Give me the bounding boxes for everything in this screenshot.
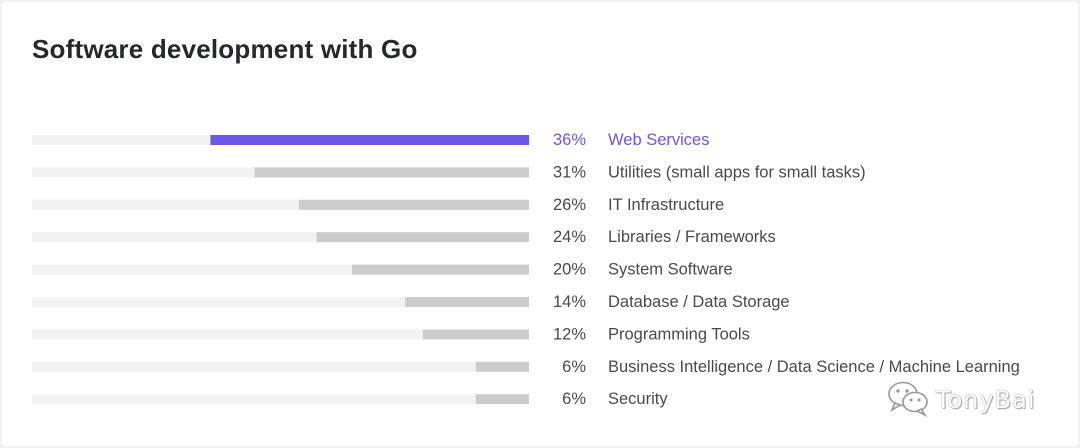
bar-row: 36% Web Services [32, 131, 709, 149]
category-label: Utilities (small apps for small tasks) [608, 163, 866, 181]
bar-row: 26% IT Infrastructure [32, 196, 724, 214]
category-label: IT Infrastructure [608, 196, 724, 214]
value-label: 24% [553, 228, 586, 246]
category-label: Libraries / Frameworks [608, 228, 776, 246]
bar-track [32, 232, 529, 243]
bar [475, 361, 529, 372]
category-label: Database / Data Storage [608, 293, 790, 311]
value-label: 31% [553, 163, 586, 181]
bar-track [32, 199, 529, 210]
bar-row: 14% Database / Data Storage [32, 293, 790, 311]
watermark: TonyBai [886, 378, 1036, 422]
bar [475, 394, 529, 405]
bar-row: 6% Security [32, 390, 668, 408]
bar-row: 6% Business Intelligence / Data Science /… [32, 358, 1020, 376]
value-label: 14% [553, 293, 586, 311]
bar-track [32, 394, 529, 405]
value-label: 6% [562, 358, 586, 376]
bar-track [32, 361, 529, 372]
chart-title: Software development with Go [32, 34, 418, 64]
bar-track [32, 264, 529, 275]
category-label: Programming Tools [608, 325, 750, 343]
bar [352, 264, 529, 275]
value-label: 36% [553, 131, 586, 149]
category-label: Business Intelligence / Data Science / M… [608, 358, 1020, 376]
bar [422, 329, 529, 340]
bar-row: 12% Programming Tools [32, 325, 750, 343]
watermark-text: TonyBai [936, 386, 1036, 414]
value-label: 20% [553, 261, 586, 279]
bar [298, 199, 529, 210]
wechat-icon [886, 378, 930, 423]
bar-row: 24% Libraries / Frameworks [32, 228, 776, 246]
bar [316, 232, 529, 243]
bar-row: 31% Utilities (small apps for small tasks… [32, 163, 866, 181]
bar-track [32, 329, 529, 340]
category-label: Security [608, 390, 668, 408]
bar [210, 135, 529, 145]
value-label: 12% [553, 325, 586, 343]
category-label: System Software [608, 261, 733, 279]
bar [405, 297, 529, 307]
category-label: Web Services [608, 131, 709, 149]
bar-track [32, 297, 529, 307]
bar [254, 167, 529, 178]
value-label: 26% [553, 196, 586, 214]
bar-row: 20% System Software [32, 261, 733, 279]
value-label: 6% [562, 390, 586, 408]
